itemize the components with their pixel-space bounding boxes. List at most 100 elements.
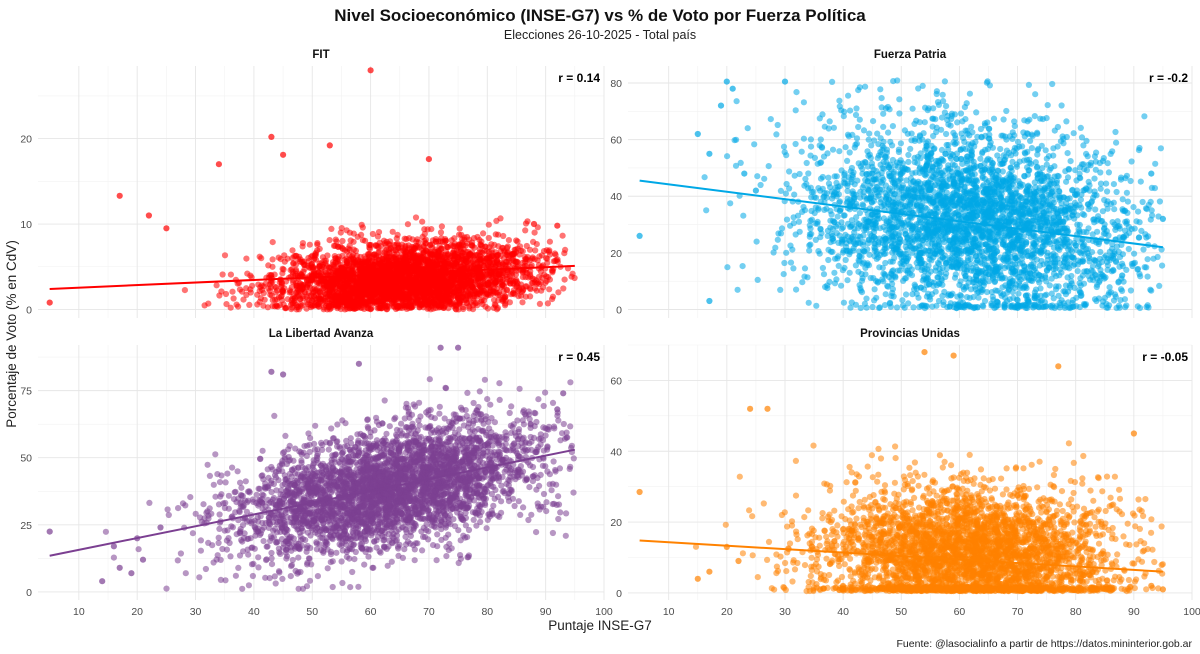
data-point bbox=[311, 252, 318, 259]
data-point bbox=[1131, 250, 1138, 257]
data-point bbox=[268, 133, 275, 140]
data-point bbox=[433, 255, 440, 262]
data-point bbox=[561, 250, 568, 257]
data-point bbox=[554, 222, 561, 229]
data-point bbox=[274, 303, 281, 310]
correlation-label: r = 0.14 bbox=[558, 71, 600, 85]
data-point bbox=[389, 228, 396, 235]
data-point bbox=[247, 289, 254, 296]
data-point bbox=[855, 123, 862, 131]
data-point bbox=[820, 271, 828, 278]
data-point bbox=[506, 273, 513, 280]
data-point bbox=[461, 278, 468, 285]
data-point bbox=[491, 277, 498, 284]
data-point bbox=[869, 303, 876, 311]
data-point bbox=[404, 284, 411, 291]
data-point bbox=[724, 153, 731, 160]
data-point bbox=[462, 297, 469, 304]
data-point bbox=[526, 246, 534, 253]
data-point bbox=[145, 212, 152, 219]
data-point bbox=[734, 286, 741, 293]
data-point bbox=[733, 98, 740, 105]
data-point bbox=[249, 282, 256, 289]
data-point bbox=[1111, 206, 1118, 213]
data-point bbox=[260, 290, 267, 297]
data-point bbox=[406, 277, 413, 284]
data-point bbox=[895, 148, 903, 156]
data-point bbox=[292, 261, 299, 268]
data-point bbox=[375, 229, 383, 236]
data-point bbox=[530, 220, 538, 228]
data-point bbox=[513, 237, 520, 244]
data-point bbox=[840, 113, 847, 120]
data-point bbox=[491, 259, 498, 266]
data-point bbox=[304, 281, 311, 288]
data-point bbox=[470, 302, 477, 309]
data-point bbox=[485, 221, 492, 228]
data-point bbox=[1136, 234, 1143, 241]
data-point bbox=[421, 257, 428, 264]
data-point bbox=[473, 252, 480, 259]
data-point bbox=[394, 240, 401, 247]
data-point bbox=[467, 251, 474, 258]
data-point bbox=[761, 175, 768, 182]
data-point bbox=[991, 278, 998, 286]
data-point bbox=[289, 268, 296, 275]
data-point bbox=[366, 241, 373, 249]
data-point bbox=[397, 274, 404, 281]
data-point bbox=[223, 301, 230, 308]
data-point bbox=[428, 288, 435, 295]
data-point bbox=[429, 237, 436, 244]
data-point bbox=[341, 306, 348, 313]
data-point bbox=[314, 288, 322, 295]
data-point bbox=[538, 287, 545, 294]
data-point bbox=[1100, 155, 1107, 162]
data-point bbox=[408, 243, 415, 250]
data-point bbox=[504, 243, 511, 250]
data-point bbox=[1128, 158, 1135, 165]
data-point bbox=[542, 279, 549, 286]
data-point bbox=[339, 237, 346, 245]
data-point bbox=[221, 252, 229, 259]
data-point bbox=[376, 281, 383, 288]
data-point bbox=[555, 289, 562, 296]
data-point bbox=[535, 273, 543, 280]
data-point bbox=[871, 286, 878, 293]
data-point bbox=[880, 123, 887, 130]
data-point bbox=[326, 280, 333, 288]
data-point bbox=[213, 282, 220, 289]
data-point bbox=[819, 264, 827, 272]
data-point bbox=[458, 252, 465, 259]
data-point bbox=[905, 300, 912, 307]
data-point bbox=[882, 259, 889, 267]
data-point bbox=[458, 231, 465, 238]
data-point bbox=[546, 251, 554, 258]
data-point bbox=[505, 237, 512, 244]
data-point bbox=[961, 138, 968, 145]
data-point bbox=[446, 260, 453, 267]
data-point bbox=[523, 255, 530, 262]
data-point bbox=[853, 105, 860, 112]
data-point bbox=[792, 107, 799, 114]
data-point bbox=[497, 215, 504, 222]
data-point bbox=[305, 296, 312, 304]
data-point bbox=[462, 242, 469, 249]
data-point bbox=[419, 218, 426, 225]
data-point bbox=[1021, 149, 1028, 156]
data-point bbox=[1109, 148, 1116, 155]
data-point bbox=[281, 285, 288, 292]
data-point bbox=[1025, 81, 1032, 88]
data-point bbox=[265, 262, 272, 269]
data-point bbox=[314, 240, 321, 247]
data-point bbox=[288, 306, 295, 313]
data-point bbox=[394, 231, 401, 238]
points-fit bbox=[46, 67, 578, 313]
chart-title: Nivel Socioeconómico (INSE-G7) vs % de V… bbox=[334, 6, 866, 25]
data-point bbox=[1028, 145, 1035, 152]
data-point bbox=[780, 271, 787, 278]
data-point bbox=[271, 283, 278, 290]
data-point bbox=[420, 250, 427, 257]
data-point bbox=[386, 249, 393, 256]
data-point bbox=[1131, 225, 1138, 232]
data-point bbox=[430, 282, 438, 290]
